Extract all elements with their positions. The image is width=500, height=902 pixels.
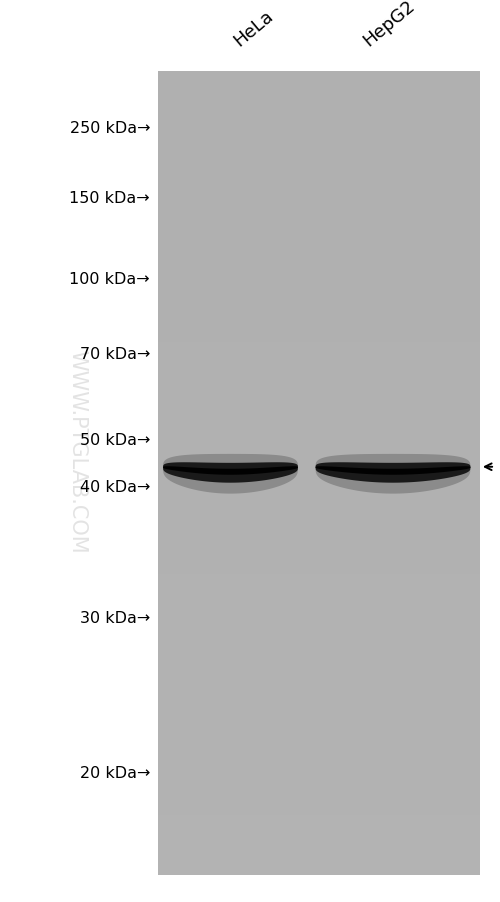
- Bar: [158, 123, 480, 133]
- Bar: [158, 444, 480, 454]
- Bar: [158, 483, 480, 493]
- Bar: [158, 503, 480, 513]
- Bar: [158, 72, 480, 875]
- Bar: [158, 313, 480, 323]
- Bar: [158, 373, 480, 383]
- Bar: [158, 564, 480, 574]
- Bar: [158, 524, 480, 534]
- Bar: [158, 493, 480, 503]
- Bar: [158, 223, 480, 233]
- Bar: [158, 102, 480, 112]
- Bar: [158, 604, 480, 614]
- Bar: [158, 133, 480, 143]
- Bar: [158, 855, 480, 865]
- Bar: [158, 704, 480, 714]
- Bar: [158, 323, 480, 333]
- Bar: [158, 293, 480, 303]
- Bar: [158, 253, 480, 262]
- Bar: [158, 343, 480, 353]
- Bar: [158, 172, 480, 182]
- Bar: [158, 513, 480, 524]
- Bar: [158, 383, 480, 393]
- Bar: [158, 695, 480, 704]
- Bar: [158, 624, 480, 634]
- Bar: [158, 754, 480, 765]
- Bar: [158, 664, 480, 675]
- Text: 70 kDa→: 70 kDa→: [80, 347, 150, 362]
- Bar: [158, 143, 480, 152]
- Bar: [158, 775, 480, 785]
- Text: 50 kDa→: 50 kDa→: [80, 433, 150, 447]
- Bar: [158, 714, 480, 724]
- Bar: [158, 865, 480, 875]
- Bar: [158, 213, 480, 223]
- Bar: [158, 464, 480, 474]
- Bar: [158, 474, 480, 483]
- Bar: [158, 393, 480, 403]
- Text: 150 kDa→: 150 kDa→: [70, 191, 150, 206]
- Bar: [158, 423, 480, 433]
- Bar: [158, 152, 480, 162]
- Bar: [158, 724, 480, 734]
- Bar: [158, 795, 480, 805]
- Bar: [158, 845, 480, 855]
- Bar: [158, 614, 480, 624]
- Bar: [158, 734, 480, 744]
- Bar: [158, 283, 480, 293]
- Bar: [158, 434, 480, 444]
- Bar: [158, 113, 480, 123]
- Bar: [158, 835, 480, 845]
- Bar: [158, 82, 480, 92]
- Bar: [158, 805, 480, 815]
- Bar: [158, 262, 480, 272]
- Text: 20 kDa→: 20 kDa→: [80, 766, 150, 780]
- Bar: [158, 644, 480, 654]
- Text: 250 kDa→: 250 kDa→: [70, 121, 150, 135]
- Bar: [158, 634, 480, 644]
- Bar: [158, 72, 480, 82]
- Bar: [158, 162, 480, 172]
- Bar: [158, 654, 480, 664]
- Bar: [158, 403, 480, 413]
- Text: 100 kDa→: 100 kDa→: [70, 272, 150, 287]
- Bar: [158, 785, 480, 795]
- Text: WWW.PTGLAB.COM: WWW.PTGLAB.COM: [68, 349, 87, 553]
- Bar: [158, 594, 480, 604]
- Bar: [158, 685, 480, 695]
- Bar: [158, 554, 480, 564]
- Text: 30 kDa→: 30 kDa→: [80, 611, 150, 625]
- Bar: [158, 193, 480, 203]
- Bar: [158, 454, 480, 464]
- Bar: [158, 203, 480, 213]
- Bar: [158, 574, 480, 584]
- Bar: [158, 273, 480, 283]
- Text: 40 kDa→: 40 kDa→: [80, 480, 150, 494]
- Bar: [158, 333, 480, 343]
- Text: HeLa: HeLa: [230, 6, 276, 50]
- Bar: [158, 815, 480, 824]
- Bar: [158, 364, 480, 373]
- Bar: [158, 303, 480, 313]
- Bar: [158, 675, 480, 685]
- Bar: [158, 744, 480, 754]
- Bar: [158, 92, 480, 102]
- Bar: [158, 354, 480, 364]
- Bar: [158, 233, 480, 243]
- Bar: [158, 534, 480, 544]
- Bar: [158, 584, 480, 594]
- Bar: [158, 182, 480, 192]
- Text: HepG2: HepG2: [360, 0, 418, 50]
- Bar: [158, 413, 480, 423]
- Bar: [158, 544, 480, 554]
- Bar: [158, 243, 480, 253]
- Bar: [158, 824, 480, 835]
- Bar: [158, 765, 480, 775]
